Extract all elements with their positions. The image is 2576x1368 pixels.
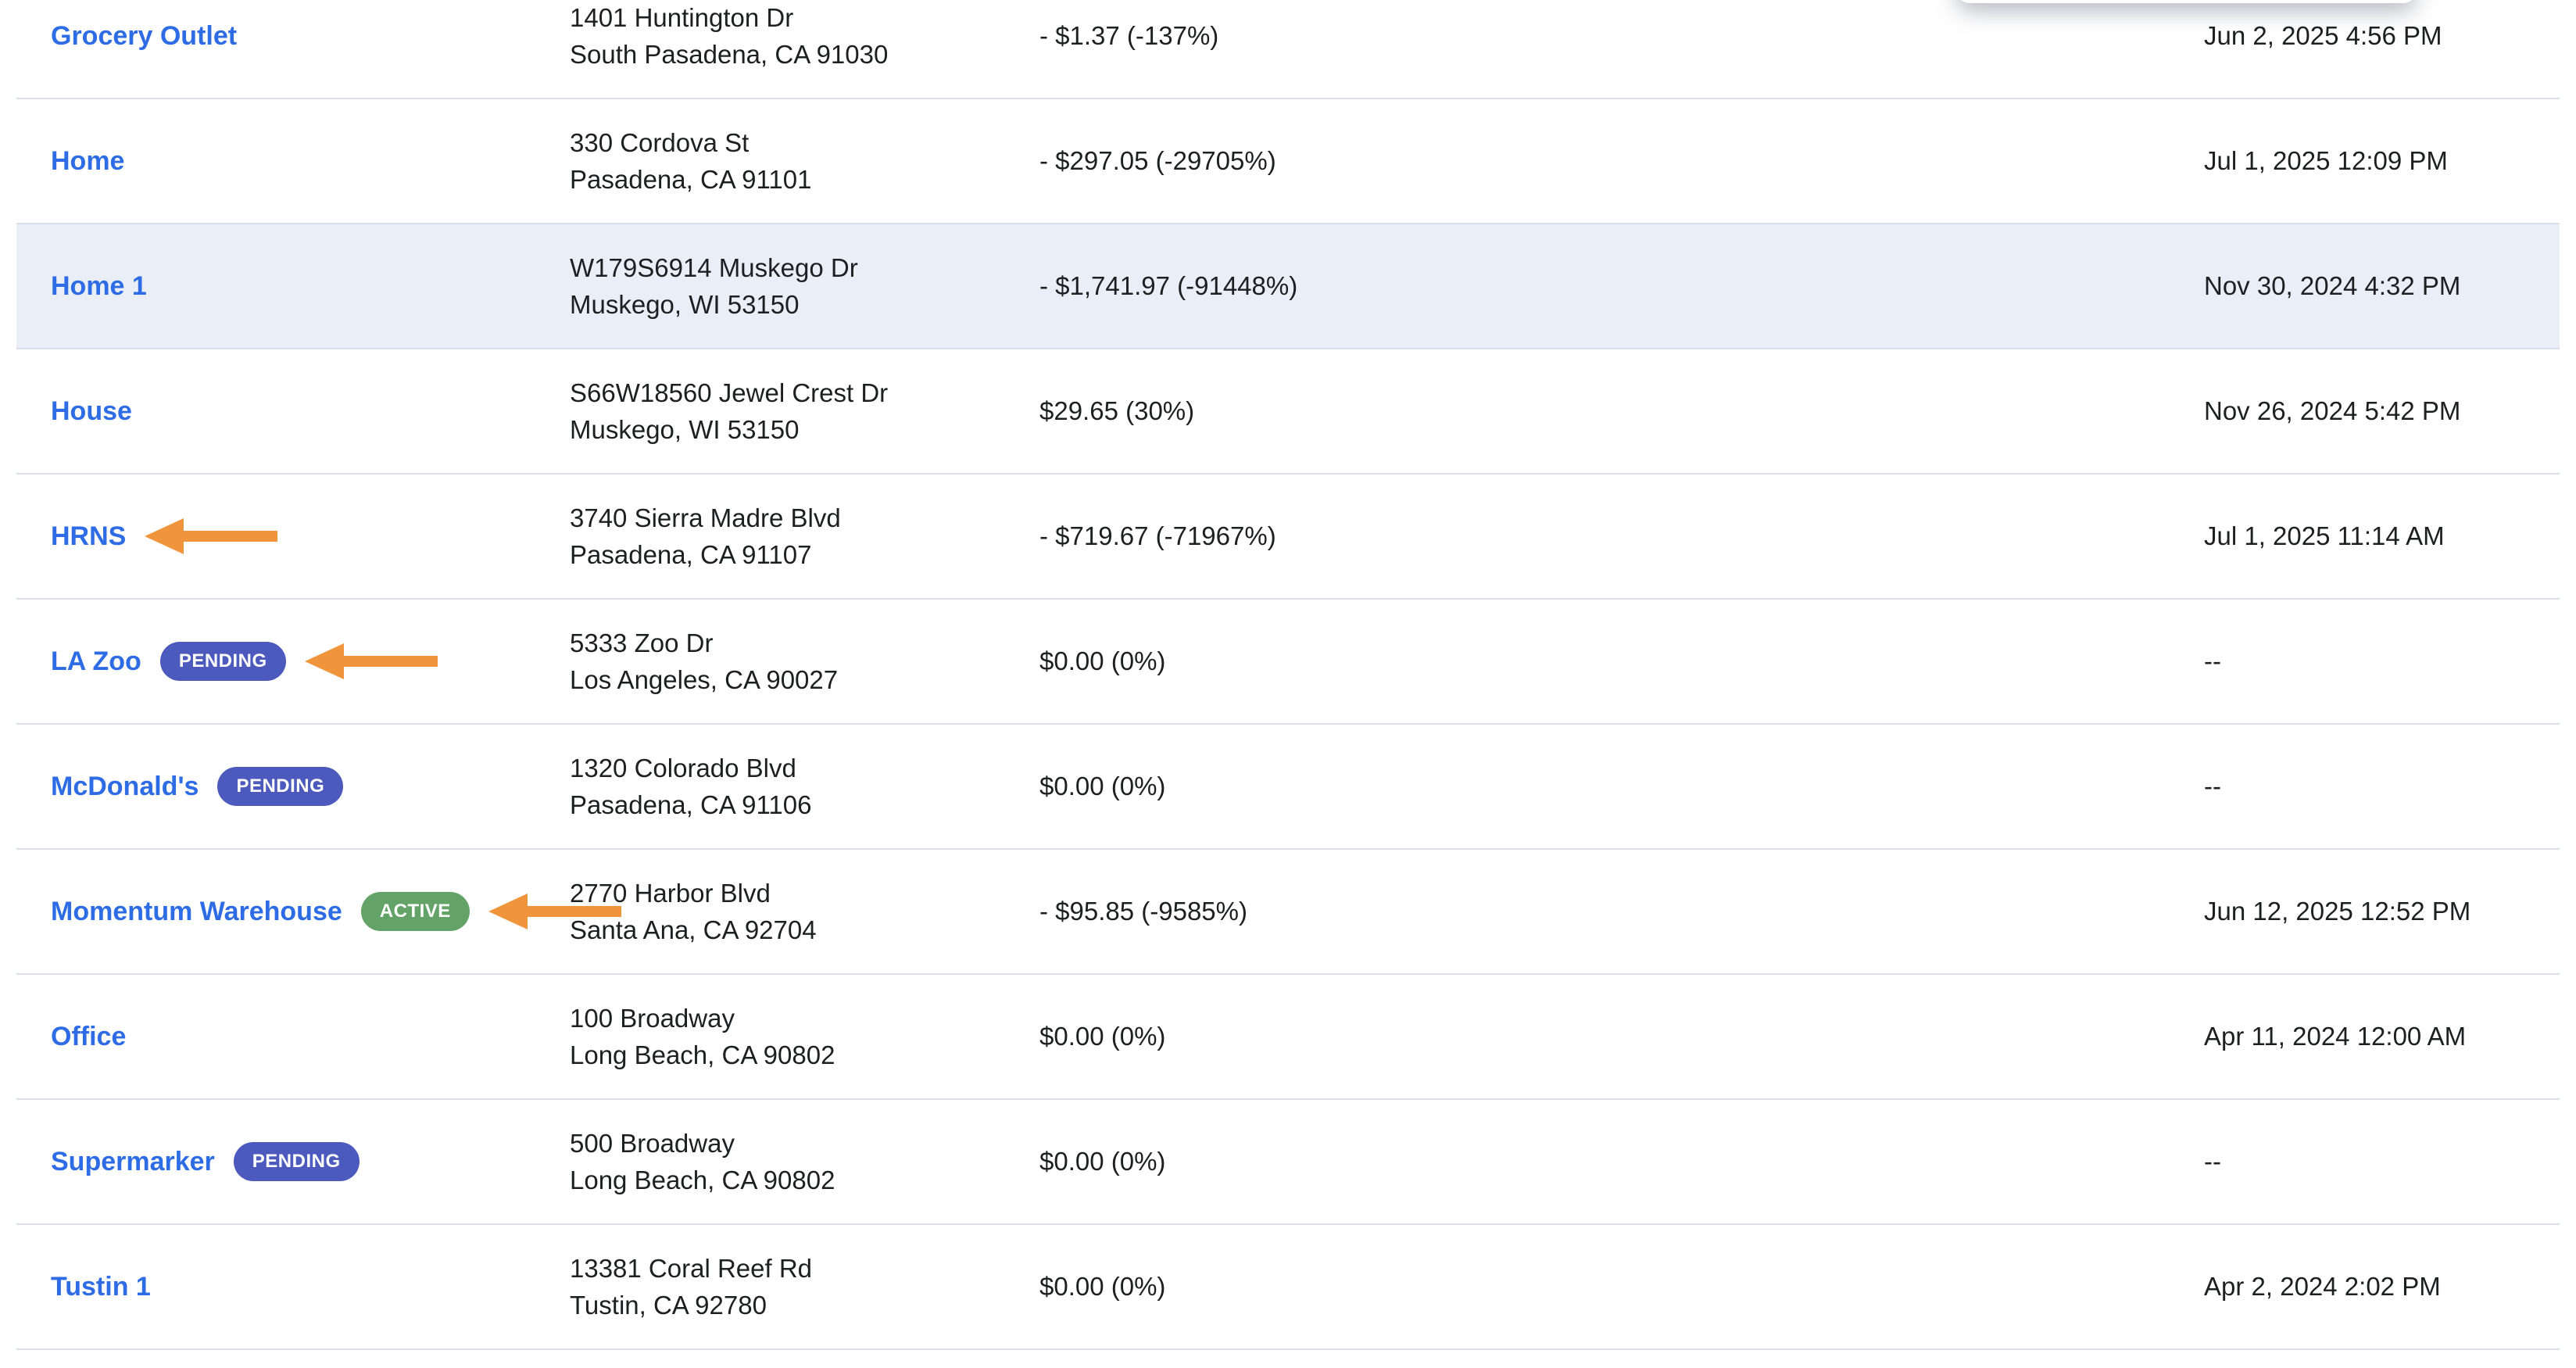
locations-table: Grocery Outlet 1401 Huntington Dr South … bbox=[16, 0, 2560, 1350]
value-cell: - $1,741.97 (-91448%) bbox=[1039, 271, 1298, 301]
timestamp-cell: Jul 1, 2025 11:14 AM bbox=[2204, 521, 2445, 551]
value-cell: - $719.67 (-71967%) bbox=[1039, 521, 1276, 551]
location-name-cell: Office bbox=[16, 1021, 570, 1053]
location-link[interactable]: Grocery Outlet bbox=[51, 20, 238, 51]
timestamp-cell: Apr 2, 2024 2:02 PM bbox=[2204, 1272, 2441, 1302]
timestamp-cell: Jun 12, 2025 12:52 PM bbox=[2204, 897, 2471, 926]
timestamp-cell: Jul 1, 2025 12:09 PM bbox=[2204, 146, 2448, 176]
location-link[interactable]: Momentum Warehouse bbox=[51, 896, 342, 926]
table-row[interactable]: Momentum Warehouse ACTIVE 2770 Harbor Bl… bbox=[16, 850, 2560, 975]
status-badge: PENDING bbox=[217, 767, 344, 806]
value-cell: $0.00 (0%) bbox=[1039, 1022, 1166, 1051]
address-line2: Muskego, WI 53150 bbox=[570, 290, 800, 319]
location-link[interactable]: Home 1 bbox=[51, 270, 147, 301]
location-link[interactable]: Home bbox=[51, 145, 125, 176]
address-line2: Los Angeles, CA 90027 bbox=[570, 665, 839, 694]
address-line2: Pasadena, CA 91106 bbox=[570, 790, 812, 819]
address-line2: Long Beach, CA 90802 bbox=[570, 1166, 835, 1194]
address-cell: S66W18560 Jewel Crest Dr Muskego, WI 531… bbox=[570, 374, 1039, 448]
location-link[interactable]: House bbox=[51, 396, 132, 426]
value-cell: $0.00 (0%) bbox=[1039, 646, 1166, 676]
table-row[interactable]: Office 100 Broadway Long Beach, CA 90802… bbox=[16, 975, 2560, 1100]
timestamp-cell: Jun 2, 2025 4:56 PM bbox=[2204, 21, 2442, 51]
location-link[interactable]: Office bbox=[51, 1021, 127, 1051]
table-row[interactable]: McDonald's PENDING 1320 Colorado Blvd Pa… bbox=[16, 725, 2560, 850]
annotation-arrow-icon bbox=[304, 643, 438, 679]
address-line2: Muskego, WI 53150 bbox=[570, 415, 800, 444]
timestamp-cell: -- bbox=[2204, 772, 2221, 801]
address-line2: Pasadena, CA 91107 bbox=[570, 540, 812, 569]
address-line2: South Pasadena, CA 91030 bbox=[570, 40, 889, 69]
address-cell: 13381 Coral Reef Rd Tustin, CA 92780 bbox=[570, 1250, 1039, 1323]
value-cell: $0.00 (0%) bbox=[1039, 1272, 1166, 1302]
address-cell: 3740 Sierra Madre Blvd Pasadena, CA 9110… bbox=[570, 500, 1039, 573]
location-name-cell: Grocery Outlet bbox=[16, 20, 570, 52]
timestamp-cell: Nov 26, 2024 5:42 PM bbox=[2204, 396, 2461, 426]
address-cell: 1401 Huntington Dr South Pasadena, CA 91… bbox=[570, 0, 1039, 73]
address-line2: Santa Ana, CA 92704 bbox=[570, 915, 817, 944]
address-line1: 5333 Zoo Dr bbox=[570, 628, 714, 657]
address-line1: S66W18560 Jewel Crest Dr bbox=[570, 378, 889, 407]
timestamp-cell: -- bbox=[2204, 646, 2221, 676]
location-name-cell: Momentum Warehouse ACTIVE bbox=[16, 892, 621, 931]
address-line1: 3740 Sierra Madre Blvd bbox=[570, 503, 841, 532]
address-cell: 1320 Colorado Blvd Pasadena, CA 91106 bbox=[570, 750, 1039, 823]
table-row[interactable]: House S66W18560 Jewel Crest Dr Muskego, … bbox=[16, 349, 2560, 475]
location-name-cell: Home bbox=[16, 145, 570, 177]
location-link[interactable]: HRNS bbox=[51, 521, 127, 551]
location-link[interactable]: LA Zoo bbox=[51, 646, 141, 676]
value-cell: - $1.37 (-137%) bbox=[1039, 21, 1219, 51]
address-cell: 5333 Zoo Dr Los Angeles, CA 90027 bbox=[570, 625, 1039, 698]
value-cell: $29.65 (30%) bbox=[1039, 396, 1195, 426]
address-cell: W179S6914 Muskego Dr Muskego, WI 53150 bbox=[570, 249, 1039, 323]
address-cell: 330 Cordova St Pasadena, CA 91101 bbox=[570, 124, 1039, 198]
location-name-cell: House bbox=[16, 396, 570, 428]
address-line1: 2770 Harbor Blvd bbox=[570, 879, 771, 908]
address-line1: 500 Broadway bbox=[570, 1129, 735, 1158]
table-row[interactable]: HRNS 3740 Sierra Madre Blvd Pasadena, CA… bbox=[16, 475, 2560, 600]
location-link[interactable]: Tustin 1 bbox=[51, 1271, 151, 1302]
address-line1: 100 Broadway bbox=[570, 1004, 735, 1033]
address-line1: 1320 Colorado Blvd bbox=[570, 754, 796, 782]
location-link[interactable]: McDonald's bbox=[51, 771, 199, 801]
table-row[interactable]: Tustin 1 13381 Coral Reef Rd Tustin, CA … bbox=[16, 1225, 2560, 1350]
address-cell: 100 Broadway Long Beach, CA 90802 bbox=[570, 1000, 1039, 1073]
value-cell: $0.00 (0%) bbox=[1039, 772, 1166, 801]
cutoff-popup-shadow bbox=[1958, 0, 2415, 3]
timestamp-cell: Nov 30, 2024 4:32 PM bbox=[2204, 271, 2461, 301]
table-row[interactable]: LA Zoo PENDING 5333 Zoo Dr Los Angeles, … bbox=[16, 600, 2560, 725]
location-name-cell: Home 1 bbox=[16, 270, 570, 303]
address-line1: 13381 Coral Reef Rd bbox=[570, 1254, 813, 1283]
location-name-cell: Supermarker PENDING bbox=[16, 1142, 570, 1181]
table-row[interactable]: Supermarker PENDING 500 Broadway Long Be… bbox=[16, 1100, 2560, 1225]
address-line1: 330 Cordova St bbox=[570, 128, 750, 157]
address-line2: Long Beach, CA 90802 bbox=[570, 1040, 835, 1069]
status-badge: PENDING bbox=[233, 1142, 360, 1181]
table-row[interactable]: Home 1 W179S6914 Muskego Dr Muskego, WI … bbox=[16, 224, 2560, 349]
location-link[interactable]: Supermarker bbox=[51, 1146, 215, 1176]
location-name-cell: McDonald's PENDING bbox=[16, 767, 570, 806]
annotation-arrow-icon bbox=[488, 893, 621, 929]
location-name-cell: HRNS bbox=[16, 518, 570, 554]
annotation-arrow-icon bbox=[145, 518, 278, 554]
location-name-cell: Tustin 1 bbox=[16, 1271, 570, 1303]
address-line2: Tustin, CA 92780 bbox=[570, 1291, 767, 1320]
address-line1: 1401 Huntington Dr bbox=[570, 3, 794, 32]
value-cell: - $95.85 (-9585%) bbox=[1039, 897, 1247, 926]
table-row[interactable]: Grocery Outlet 1401 Huntington Dr South … bbox=[16, 0, 2560, 99]
status-badge: PENDING bbox=[159, 642, 286, 681]
location-name-cell: LA Zoo PENDING bbox=[16, 642, 570, 681]
address-cell: 500 Broadway Long Beach, CA 90802 bbox=[570, 1125, 1039, 1198]
address-line2: Pasadena, CA 91101 bbox=[570, 165, 812, 194]
timestamp-cell: Apr 11, 2024 12:00 AM bbox=[2204, 1022, 2467, 1051]
table-row[interactable]: Home 330 Cordova St Pasadena, CA 91101 -… bbox=[16, 99, 2560, 224]
value-cell: $0.00 (0%) bbox=[1039, 1147, 1166, 1176]
address-line1: W179S6914 Muskego Dr bbox=[570, 253, 858, 282]
value-cell: - $297.05 (-29705%) bbox=[1039, 146, 1276, 176]
timestamp-cell: -- bbox=[2204, 1147, 2221, 1176]
address-cell: 2770 Harbor Blvd Santa Ana, CA 92704 bbox=[570, 875, 1039, 948]
status-badge: ACTIVE bbox=[360, 892, 470, 931]
